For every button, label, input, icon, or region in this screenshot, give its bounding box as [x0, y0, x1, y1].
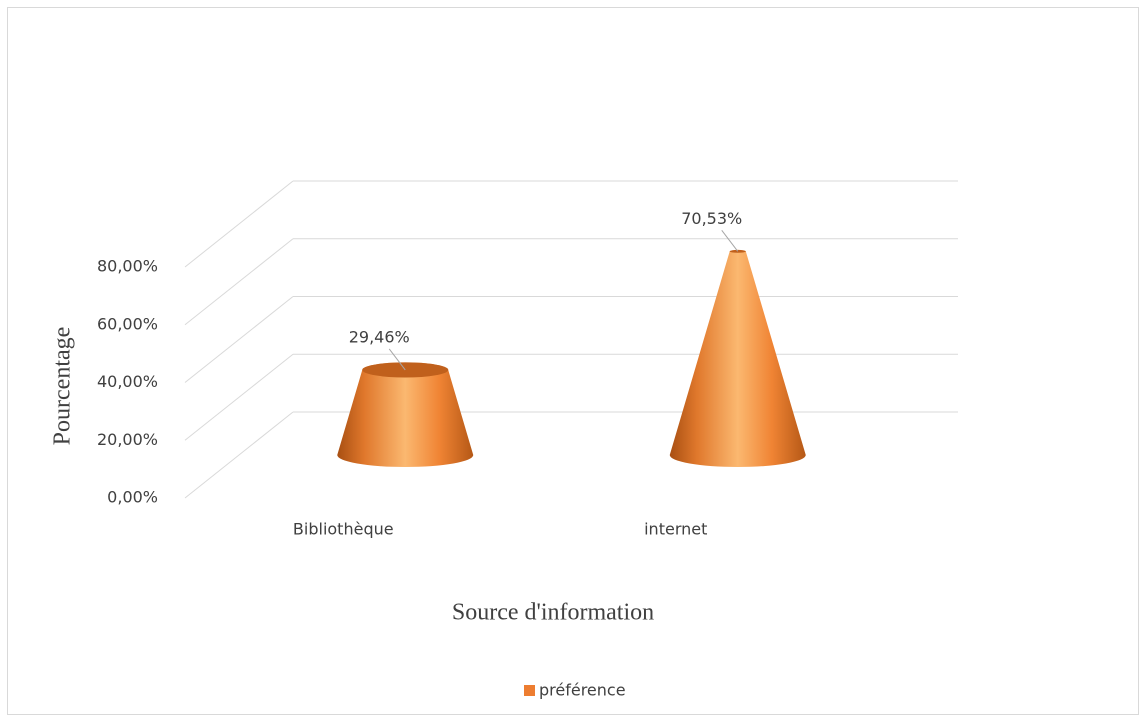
cone [337, 362, 474, 467]
data-label: 70,53% [681, 209, 742, 228]
leader-line [721, 230, 739, 252]
grid-line [184, 296, 294, 383]
y-tick-label: 40,00% [97, 372, 158, 391]
category-label: Bibliothèque [293, 520, 394, 539]
grid-line [184, 180, 294, 268]
grid-line [184, 353, 294, 441]
y-tick-label: 0,00% [107, 488, 158, 507]
grid-line [184, 238, 294, 326]
cone [669, 249, 806, 467]
y-axis-title: Pourcentage [50, 327, 76, 446]
y-tick-label: 20,00% [97, 430, 158, 449]
data-label: 29,46% [349, 327, 410, 346]
leader-line [388, 348, 406, 371]
y-tick-label: 60,00% [97, 314, 158, 333]
grid-line [184, 411, 294, 499]
x-axis-title: Source d'information [452, 600, 654, 626]
legend-swatch [524, 685, 535, 696]
category-label: internet [644, 520, 707, 539]
chart-border [7, 7, 1139, 715]
y-tick-label: 80,00% [97, 257, 158, 276]
legend-label: préférence [539, 681, 626, 700]
